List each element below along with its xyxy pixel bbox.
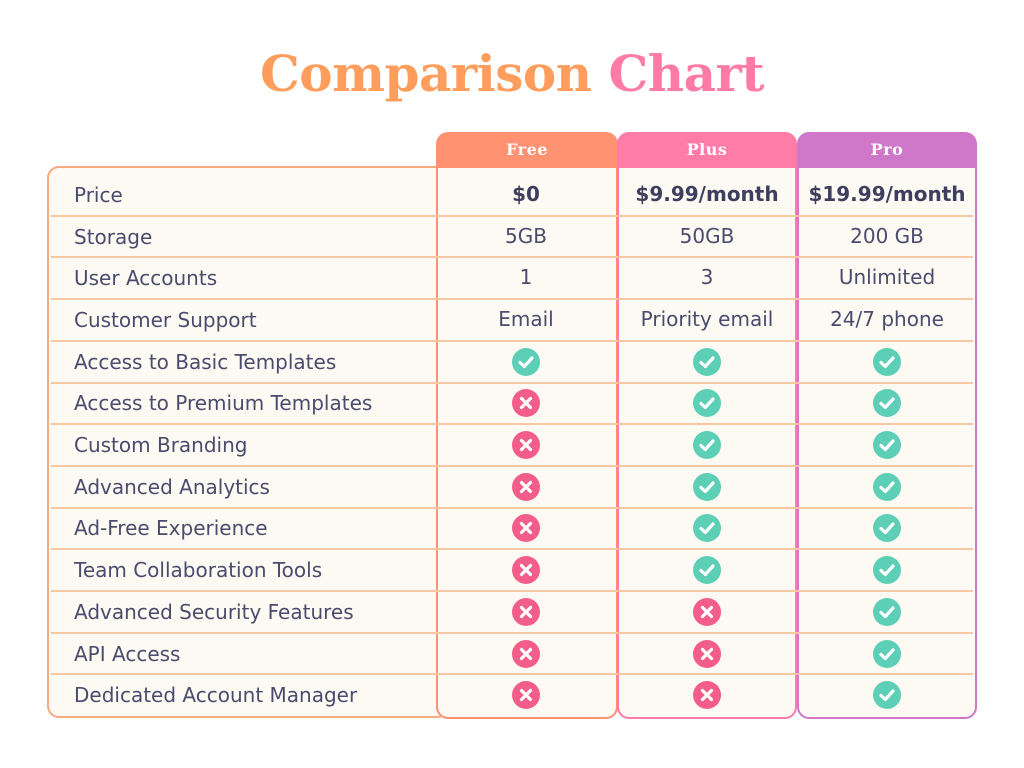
cross-icon <box>693 681 721 710</box>
cell-free: 5GB <box>505 223 547 248</box>
check-icon <box>512 347 540 376</box>
row-label: Advanced Security Features <box>74 599 354 624</box>
check-icon <box>693 514 721 543</box>
column-header-free: Free <box>436 132 618 168</box>
check-icon <box>693 556 721 585</box>
column-header-pro: Pro <box>797 132 977 168</box>
check-icon <box>873 472 901 501</box>
row-separator <box>51 256 973 258</box>
check-icon <box>873 389 901 418</box>
cell-pro: $19.99/month <box>808 181 966 206</box>
check-icon <box>873 556 901 585</box>
check-icon <box>873 639 901 668</box>
check-icon <box>693 431 721 460</box>
chart-title: Comparison Chart <box>0 44 1024 103</box>
row-separator <box>51 298 973 300</box>
cell-pro: 24/7 phone <box>830 306 944 331</box>
row-separator <box>51 548 973 550</box>
cell-plus: 3 <box>700 265 714 290</box>
row-label: Price <box>74 182 123 207</box>
cross-icon <box>512 556 540 585</box>
cell-free: Email <box>498 306 554 331</box>
cross-icon <box>512 597 540 626</box>
row-label: Storage <box>74 224 153 249</box>
row-label: Advanced Analytics <box>74 474 270 499</box>
row-separator <box>51 215 973 217</box>
cross-icon <box>693 639 721 668</box>
row-separator <box>51 340 973 342</box>
check-icon <box>873 347 901 376</box>
row-label: Customer Support <box>74 307 257 332</box>
row-separator <box>51 590 973 592</box>
check-icon <box>873 597 901 626</box>
check-icon <box>873 431 901 460</box>
row-label: Custom Branding <box>74 433 248 458</box>
row-separator <box>51 673 973 675</box>
cross-icon <box>512 472 540 501</box>
cross-icon <box>512 389 540 418</box>
row-label: Team Collaboration Tools <box>74 558 323 583</box>
check-icon <box>693 472 721 501</box>
feature-labels-panel <box>47 166 449 718</box>
row-separator <box>51 423 973 425</box>
cell-free: $0 <box>512 181 540 206</box>
cross-icon <box>512 639 540 668</box>
check-icon <box>873 514 901 543</box>
cross-icon <box>512 431 540 460</box>
cell-free: 1 <box>519 265 533 290</box>
title-word-chart: Chart <box>608 44 765 103</box>
row-label: User Accounts <box>74 266 218 291</box>
cell-plus: 50GB <box>679 223 735 248</box>
row-label: Dedicated Account Manager <box>74 683 358 708</box>
row-separator <box>51 632 973 634</box>
cross-icon <box>512 681 540 710</box>
row-separator <box>51 382 973 384</box>
row-label: Ad-Free Experience <box>74 516 268 541</box>
cell-plus: Priority email <box>640 306 774 331</box>
row-separator <box>51 465 973 467</box>
check-icon <box>873 681 901 710</box>
cross-icon <box>693 597 721 626</box>
column-header-plus: Plus <box>617 132 797 168</box>
cell-pro: Unlimited <box>838 265 936 290</box>
check-icon <box>693 389 721 418</box>
title-word-comparison: Comparison <box>259 44 592 103</box>
row-label: Access to Premium Templates <box>74 391 373 416</box>
row-separator <box>51 507 973 509</box>
row-label: API Access <box>74 641 181 666</box>
cell-pro: 200 GB <box>850 223 924 248</box>
row-label: Access to Basic Templates <box>74 349 337 374</box>
cross-icon <box>512 514 540 543</box>
check-icon <box>693 347 721 376</box>
cell-plus: $9.99/month <box>635 181 779 206</box>
